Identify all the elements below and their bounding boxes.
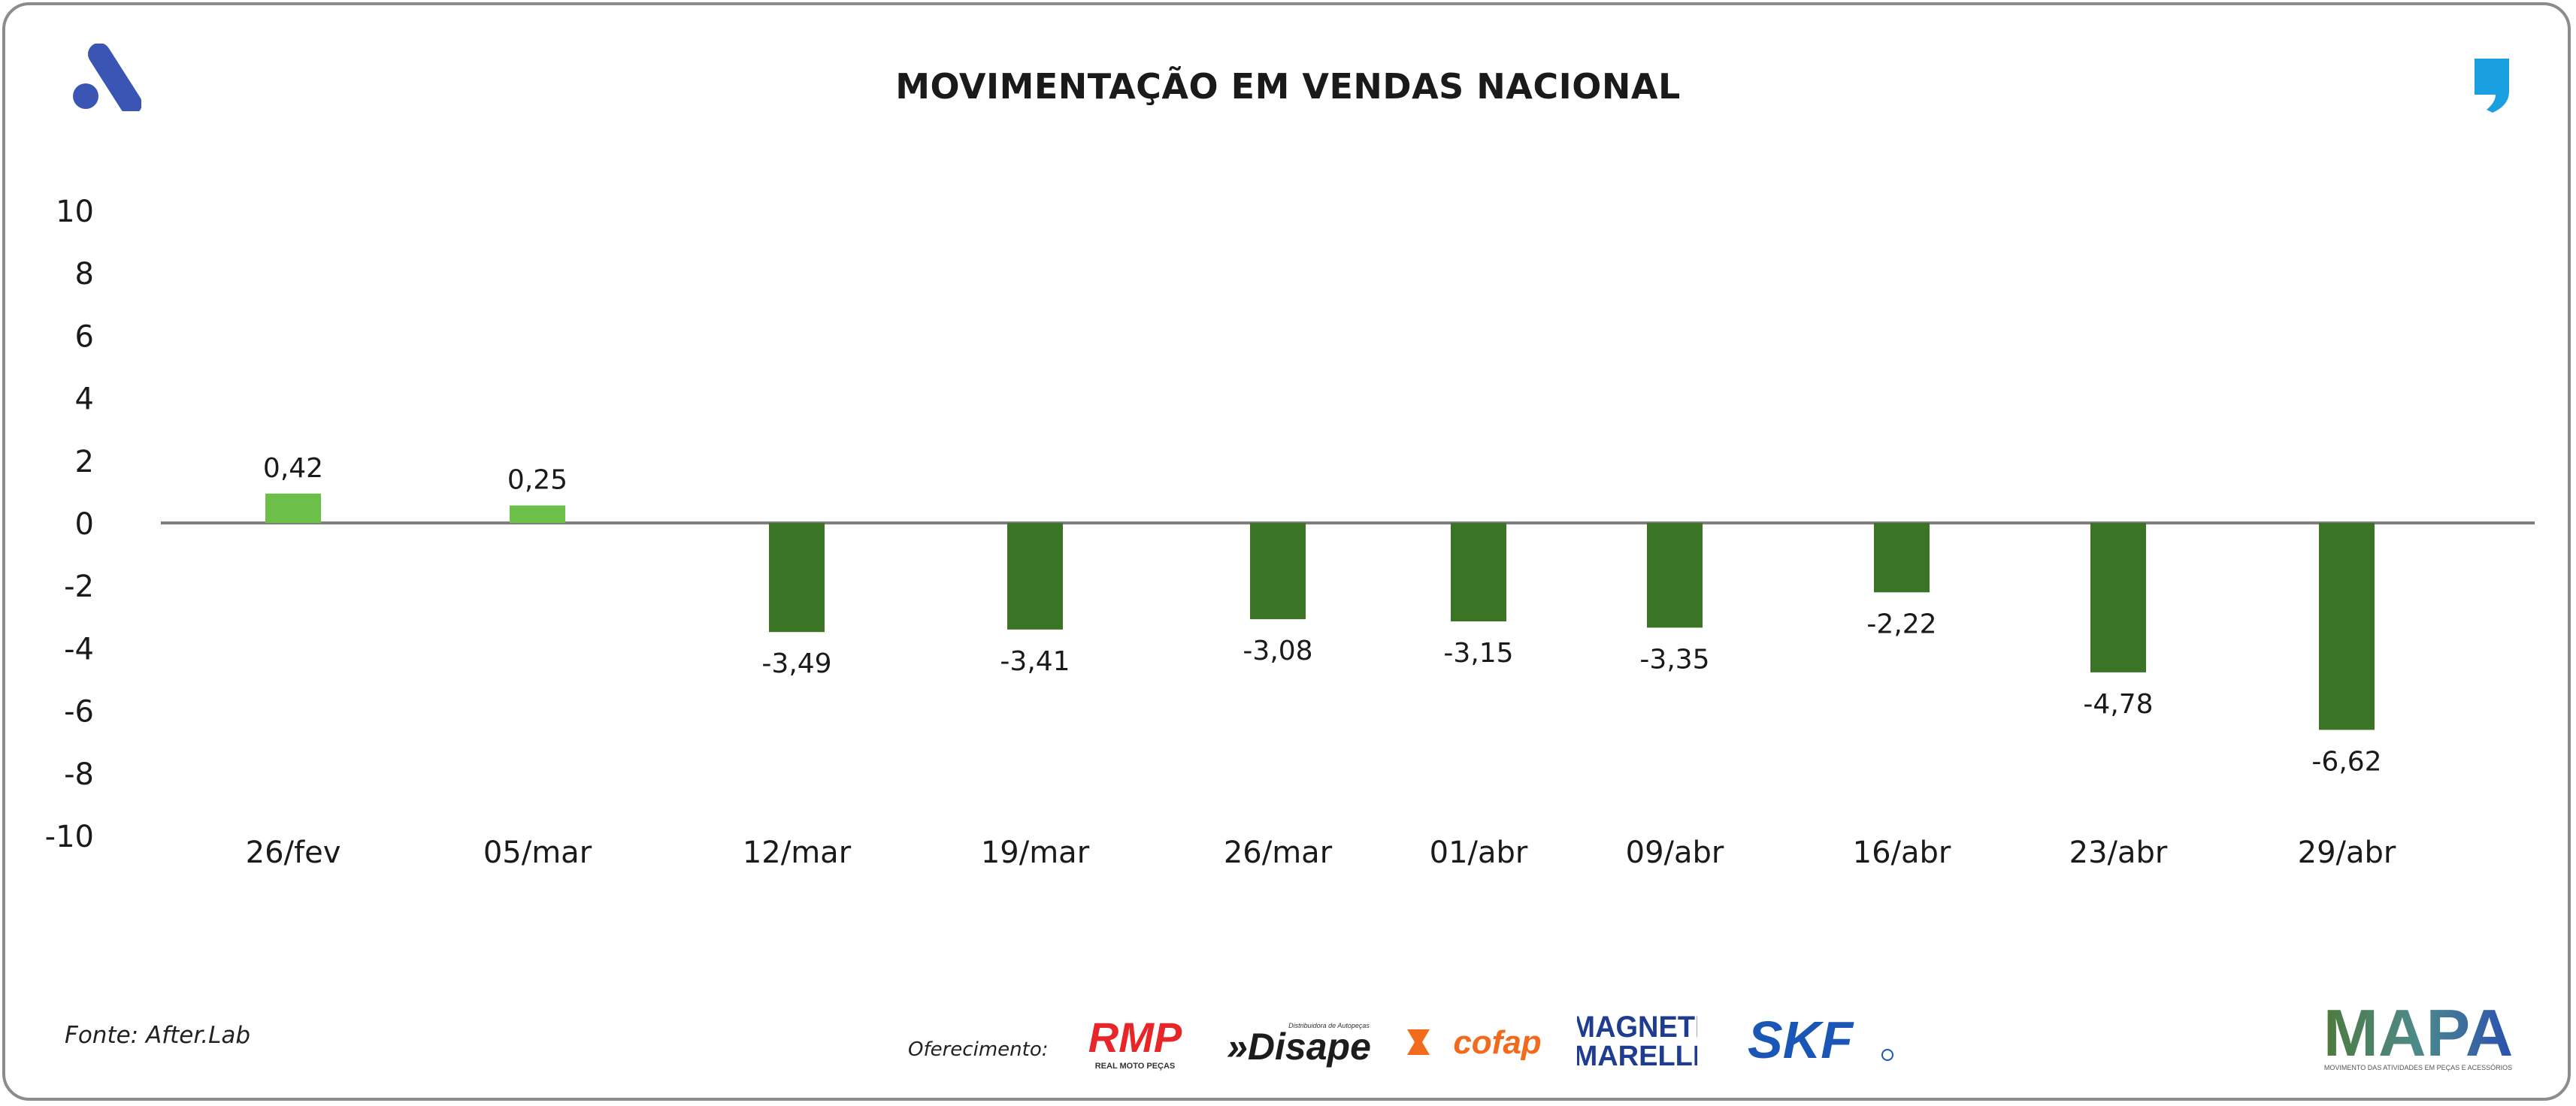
y-tick-label: -2: [64, 570, 94, 604]
data-label: -4,78: [2083, 689, 2153, 720]
source-text: Fonte: After.Lab: [65, 1022, 251, 1049]
magneti-marelli-logo: MAGNETI MARELLI: [1577, 1011, 1697, 1071]
bar: [2319, 523, 2375, 730]
chart-title: MOVIMENTAÇÃO EM VENDAS NACIONAL: [895, 66, 1681, 107]
bar: [1647, 523, 1703, 628]
svg-text:MOVIMENTO DAS ATIVIDADES EM PE: MOVIMENTO DAS ATIVIDADES EM PEÇAS E ACES…: [2324, 1064, 2512, 1071]
x-tick-label: 12/mar: [743, 836, 852, 870]
cofap-logo: cofap: [1407, 1024, 1542, 1061]
y-tick-label: -10: [45, 820, 94, 854]
svg-text:REAL MOTO PEÇAS: REAL MOTO PEÇAS: [1095, 1062, 1176, 1071]
disape-logo: Distribuidora de Autopeças »Disape: [1227, 1022, 1371, 1068]
svg-text:MAPA: MAPA: [2323, 999, 2514, 1070]
x-tick-label: 23/abr: [2069, 836, 2168, 870]
y-tick-label: -8: [64, 757, 94, 792]
value-labels: 0,42 0,25 -3,49 -3,41 -3,08 -3,15 -3,35 -2,22 -4…: [263, 453, 2382, 778]
x-axis: 26/fev 05/mar 12/mar 19/mar 26/mar 01/abr 09/a…: [246, 836, 2396, 870]
data-label: 0,25: [507, 465, 568, 496]
svg-text:»Disape: »Disape: [1227, 1026, 1371, 1068]
bar: [2090, 523, 2146, 672]
svg-text:Distribuidora de Autopeças: Distribuidora de Autopeças: [1288, 1022, 1370, 1029]
x-tick-label: 19/mar: [981, 836, 1090, 870]
data-label: -3,49: [761, 648, 831, 679]
x-tick-label: 26/fev: [246, 836, 341, 870]
y-tick-label: 8: [75, 257, 94, 292]
x-tick-label: 29/abr: [2298, 836, 2396, 870]
y-tick-label: 10: [56, 195, 94, 229]
y-tick-label: 4: [75, 382, 94, 417]
rmp-logo: RMP REAL MOTO PEÇAS: [1088, 1016, 1182, 1071]
x-tick-label: 16/abr: [1853, 836, 1951, 870]
y-tick-label: 0: [75, 507, 94, 542]
x-tick-label: 05/mar: [483, 836, 592, 870]
sponsor-label: Oferecimento:: [908, 1038, 1049, 1061]
x-tick-label: 26/mar: [1224, 836, 1333, 870]
svg-text:RMP: RMP: [1088, 1016, 1182, 1061]
bar: [265, 493, 321, 523]
data-label: -3,15: [1443, 638, 1513, 669]
bar: [1874, 523, 1930, 593]
skf-logo: SKF: [1748, 1013, 1893, 1065]
afterlab-logo-icon: [73, 44, 141, 111]
data-label: -3,41: [1000, 646, 1070, 677]
y-axis: 10 8 6 4 2 0 -2 -4 -6 -8 -10: [45, 195, 94, 854]
bar: [1250, 523, 1306, 620]
bar: [1007, 523, 1063, 630]
bar: [1451, 523, 1506, 622]
x-tick-label: 01/abr: [1430, 836, 1528, 870]
y-tick-label: -6: [64, 695, 94, 730]
svg-text:cofap: cofap: [1453, 1024, 1541, 1061]
svg-text:MARELLI: MARELLI: [1577, 1041, 1697, 1071]
bar: [769, 523, 825, 633]
x-tick-label: 09/abr: [1626, 836, 1724, 870]
quote-logo-icon: [2475, 59, 2509, 113]
y-tick-label: -4: [64, 632, 94, 666]
data-label: -6,62: [2311, 746, 2381, 777]
data-label: 0,42: [263, 453, 323, 484]
y-tick-label: 2: [75, 445, 94, 479]
mapa-logo: MAPA MOVIMENTO DAS ATIVIDADES EM PEÇAS E…: [2323, 999, 2514, 1071]
data-label: -2,22: [1866, 609, 1936, 639]
svg-text:MAGNETI: MAGNETI: [1577, 1011, 1697, 1044]
data-label: -3,35: [1639, 644, 1709, 675]
svg-text:SKF: SKF: [1748, 1013, 1854, 1065]
bar: [510, 505, 565, 523]
data-label: -3,08: [1243, 636, 1312, 666]
y-tick-label: 6: [75, 319, 94, 354]
bars: [265, 493, 2375, 730]
